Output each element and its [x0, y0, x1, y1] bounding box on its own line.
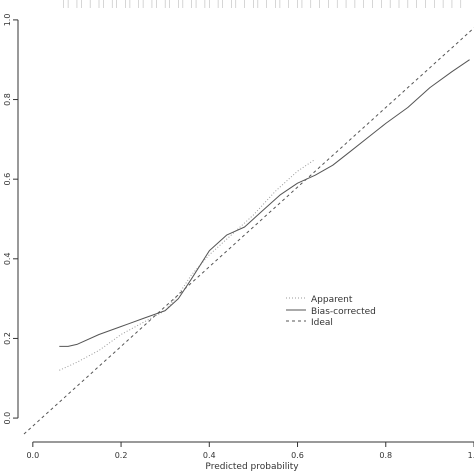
legend-item-ideal: Ideal — [286, 318, 333, 328]
y-tick-label: 0.8 — [3, 93, 12, 106]
legend-item-bias-corrected: Bias-corrected — [286, 307, 376, 317]
legend-label-apparent: Apparent — [311, 295, 353, 305]
series-line-ideal — [23, 27, 474, 435]
x-tick-label: 0.4 — [203, 451, 216, 460]
y-axis-ticks: 0.0 0.2 0.4 0.6 0.8 1.0 — [3, 14, 18, 425]
y-tick-label: 0.0 — [3, 412, 12, 425]
y-tick-label: 1.0 — [3, 14, 12, 27]
y-tick-label: 0.6 — [3, 173, 12, 186]
x-tick-label: 0.6 — [291, 451, 304, 460]
x-axis-title: Predicted probability — [205, 462, 299, 472]
chart-axes: 0.0 0.2 0.4 0.6 0.8 1.0 0.0 0.2 0.4 0.6 0.8 1.0 — [3, 14, 474, 460]
legend-item-apparent: Apparent — [286, 295, 353, 305]
y-tick-label: 0.2 — [3, 332, 12, 345]
legend-label-ideal: Ideal — [311, 318, 333, 328]
x-tick-label: 0.8 — [379, 451, 392, 460]
series-line-bias-corrected — [59, 59, 470, 347]
series-line-apparent — [59, 158, 316, 371]
rug-marks — [63, 0, 462, 8]
x-tick-label: 0.2 — [115, 451, 128, 460]
y-tick-label: 0.4 — [3, 252, 12, 265]
chart-legend: Apparent Bias-corrected Ideal — [286, 295, 376, 328]
x-tick-label: 0.0 — [26, 451, 39, 460]
x-axis-ticks: 0.0 0.2 0.4 0.6 0.8 1.0 — [26, 442, 474, 460]
x-tick-label: 1.0 — [468, 451, 474, 460]
series-lines — [23, 27, 474, 435]
legend-label-bias-corrected: Bias-corrected — [311, 307, 376, 317]
